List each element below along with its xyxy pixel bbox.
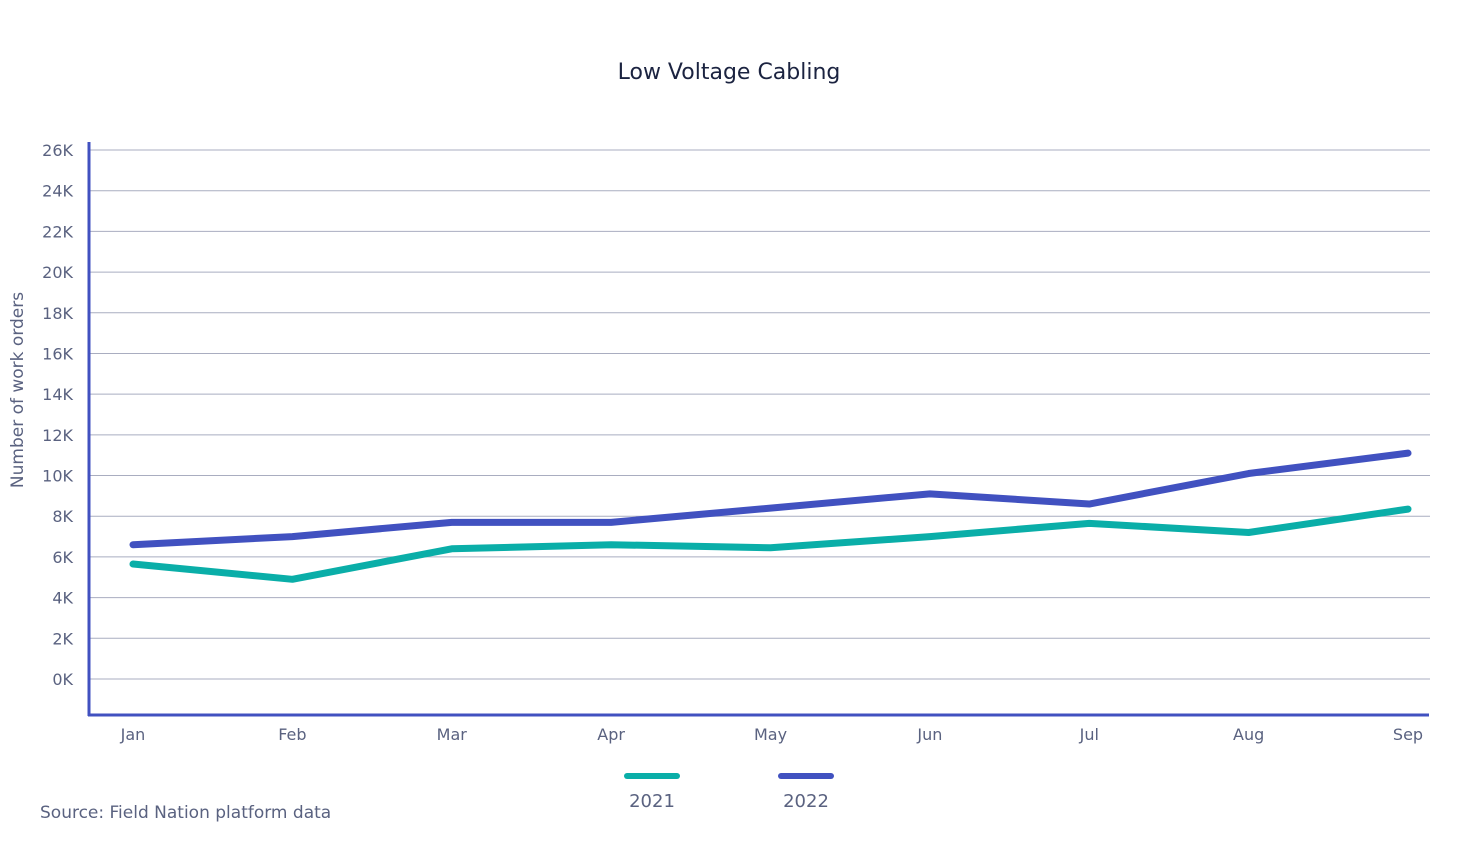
x-tick-label: May (754, 725, 787, 744)
y-tick-label: 16K (42, 344, 73, 363)
x-tick-label: Jul (1079, 725, 1099, 744)
source-note: Source: Field Nation platform data (40, 803, 332, 823)
y-tick-label: 6K (52, 548, 73, 567)
x-tick-label: Mar (437, 725, 468, 744)
y-tick-label: 14K (42, 385, 73, 404)
legend: 2021 2022 (624, 773, 834, 812)
series-lines (129, 449, 1412, 583)
y-tick-label: 22K (42, 222, 73, 241)
chart-title: Low Voltage Cabling (617, 60, 841, 85)
y-tick-labels: 0K 2K 4K 6K 8K 10K 12K 14K 16K 18K 20K 22K 24K 26K (42, 141, 73, 689)
legend-label-2021[interactable]: 2021 (629, 791, 675, 812)
y-tick-label: 0K (52, 670, 73, 689)
y-tick-label: 20K (42, 263, 73, 282)
x-tick-label: Aug (1233, 725, 1264, 744)
x-tick-labels: Jan Feb Mar Apr May Jun Jul Aug Sep (120, 725, 1423, 744)
x-tick-label: Sep (1393, 725, 1423, 744)
y-tick-label: 2K (52, 629, 73, 648)
y-tick-label: 12K (42, 426, 73, 445)
y-tick-label: 24K (42, 182, 73, 201)
x-tick-label: Jun (916, 725, 942, 744)
y-tick-label: 26K (42, 141, 73, 160)
x-tick-label: Apr (597, 725, 625, 744)
legend-label-2022[interactable]: 2022 (783, 791, 829, 812)
y-axis-label: Number of work orders (8, 292, 28, 488)
gridlines (90, 149, 1430, 680)
series-line-2021 (129, 505, 1412, 583)
x-tick-label: Jan (120, 725, 146, 744)
y-tick-label: 8K (52, 507, 73, 526)
y-tick-label: 4K (52, 589, 73, 608)
y-tick-label: 18K (42, 304, 73, 323)
x-tick-label: Feb (278, 725, 306, 744)
y-tick-label: 10K (42, 467, 73, 486)
